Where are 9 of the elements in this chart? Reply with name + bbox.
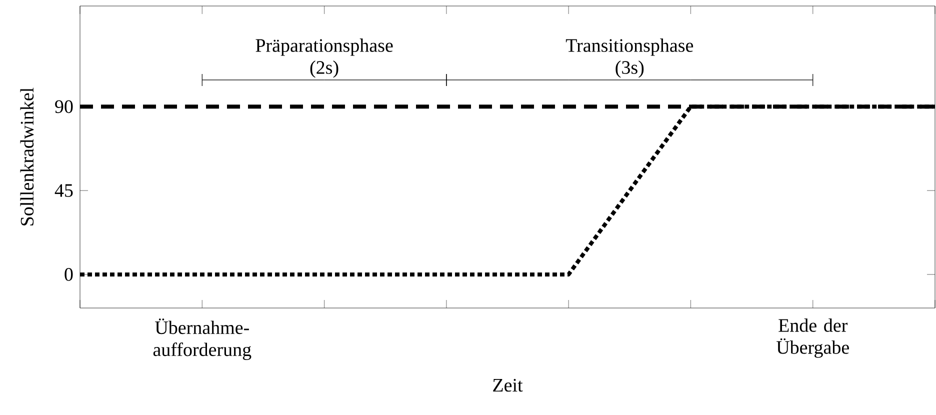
- x-tick-label: Ende der Übergabe: [776, 318, 849, 358]
- y-axis-title: Solllenkradwinkel: [20, 88, 34, 226]
- annotation: Transitionsphase (3s): [566, 38, 694, 78]
- x-axis-title: Zeit: [493, 378, 523, 392]
- annotation: Präparationsphase (2s): [256, 38, 393, 78]
- y-tick-label: 45: [54, 184, 73, 197]
- x-tick-label: Übernahme-aufforderung: [153, 318, 252, 360]
- y-tick-label: 90: [55, 100, 73, 114]
- y-tick-label: 0: [64, 268, 73, 281]
